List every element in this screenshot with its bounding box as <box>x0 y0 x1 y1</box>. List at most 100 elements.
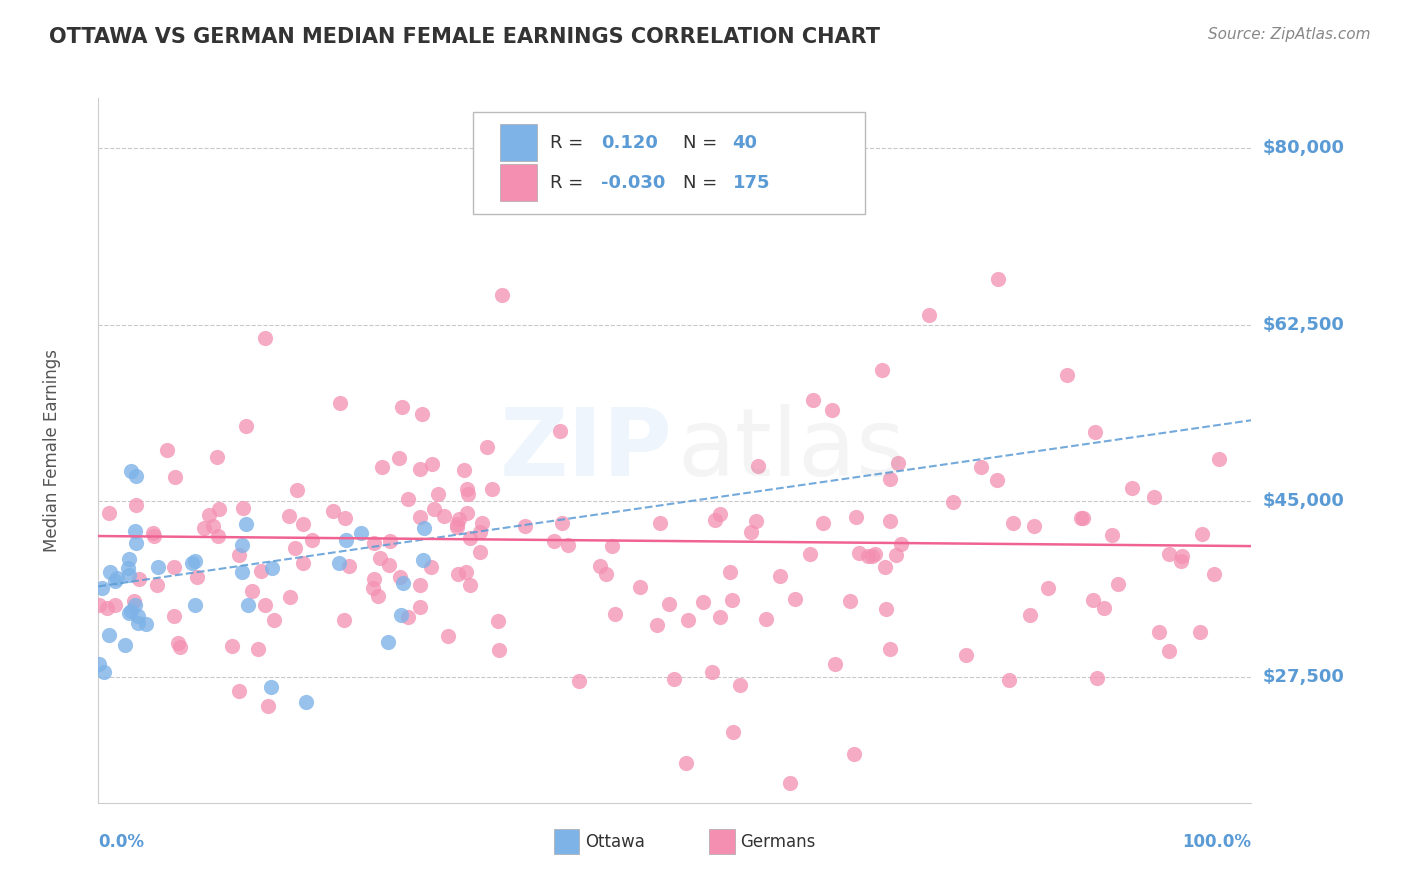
Point <box>955 648 977 662</box>
Point <box>799 547 821 561</box>
FancyBboxPatch shape <box>472 112 865 214</box>
Point <box>769 569 792 583</box>
Point <box>262 561 284 575</box>
Point <box>872 363 894 377</box>
Point <box>779 775 801 789</box>
Point <box>240 583 263 598</box>
Point <box>848 546 870 560</box>
Point <box>1056 368 1078 382</box>
Point <box>409 510 432 524</box>
Point <box>183 598 205 612</box>
Point <box>163 560 186 574</box>
Point <box>842 747 865 761</box>
Point <box>942 495 965 509</box>
Point <box>292 556 315 570</box>
Point <box>1001 516 1024 531</box>
Point <box>166 636 188 650</box>
Point <box>543 534 565 549</box>
Point <box>228 683 250 698</box>
Text: 0.120: 0.120 <box>602 134 658 152</box>
Point <box>458 531 481 545</box>
Point <box>207 528 229 542</box>
Point <box>105 571 128 585</box>
Point <box>873 560 896 574</box>
Point <box>471 516 494 530</box>
Point <box>860 549 883 563</box>
Point <box>568 673 591 688</box>
Point <box>409 600 432 615</box>
Point <box>987 272 1010 286</box>
Point <box>1143 491 1166 505</box>
Point <box>104 599 127 613</box>
Point <box>371 460 394 475</box>
Text: $27,500: $27,500 <box>1263 668 1344 686</box>
Point <box>1202 566 1225 581</box>
Point <box>1188 624 1211 639</box>
Point <box>550 516 572 531</box>
Point <box>785 591 807 606</box>
Point <box>970 459 993 474</box>
Point <box>409 462 432 476</box>
Point <box>328 556 350 570</box>
Point <box>419 560 441 574</box>
Point <box>811 516 834 530</box>
Point <box>884 548 907 562</box>
Point <box>253 330 276 344</box>
Point <box>291 516 314 531</box>
Point <box>1121 481 1143 495</box>
Point <box>879 642 901 657</box>
Point <box>589 559 612 574</box>
Point <box>824 657 846 671</box>
Point <box>1157 547 1180 561</box>
Text: ZIP: ZIP <box>499 404 672 497</box>
Point <box>704 513 727 527</box>
Point <box>1107 576 1129 591</box>
Point <box>142 528 165 542</box>
Point <box>142 525 165 540</box>
Point <box>377 558 399 572</box>
Point <box>295 695 318 709</box>
Text: $80,000: $80,000 <box>1263 139 1344 158</box>
Point <box>197 508 219 522</box>
Text: Germans: Germans <box>741 832 815 851</box>
Point <box>447 567 470 582</box>
Point <box>98 565 121 579</box>
Point <box>118 552 141 566</box>
Point <box>118 568 141 582</box>
Point <box>329 395 352 409</box>
Point <box>87 657 110 672</box>
Point <box>863 548 886 562</box>
Point <box>628 580 651 594</box>
Text: Median Female Earnings: Median Female Earnings <box>44 349 62 552</box>
Point <box>709 610 731 624</box>
Point <box>1022 519 1045 533</box>
Point <box>377 635 399 649</box>
Point <box>337 559 360 574</box>
Text: OTTAWA VS GERMAN MEDIAN FEMALE EARNINGS CORRELATION CHART: OTTAWA VS GERMAN MEDIAN FEMALE EARNINGS … <box>49 27 880 46</box>
Point <box>446 520 468 534</box>
Text: 100.0%: 100.0% <box>1182 833 1251 851</box>
Point <box>486 614 509 628</box>
Point <box>409 578 432 592</box>
Point <box>1092 601 1115 615</box>
Point <box>470 545 492 559</box>
Point <box>391 400 413 414</box>
Text: $62,500: $62,500 <box>1263 316 1344 334</box>
Point <box>420 458 443 472</box>
Point <box>333 511 356 525</box>
Point <box>437 629 460 643</box>
Point <box>163 609 186 624</box>
Point <box>122 594 145 608</box>
Point <box>260 680 283 694</box>
Point <box>277 509 299 524</box>
Point <box>114 638 136 652</box>
Point <box>453 463 475 477</box>
Point <box>388 570 411 584</box>
Text: -0.030: -0.030 <box>602 174 665 192</box>
Point <box>322 504 344 518</box>
Point <box>135 617 157 632</box>
Point <box>1191 527 1213 541</box>
Point <box>87 598 110 612</box>
Point <box>1101 527 1123 541</box>
Text: $45,000: $45,000 <box>1263 491 1344 510</box>
